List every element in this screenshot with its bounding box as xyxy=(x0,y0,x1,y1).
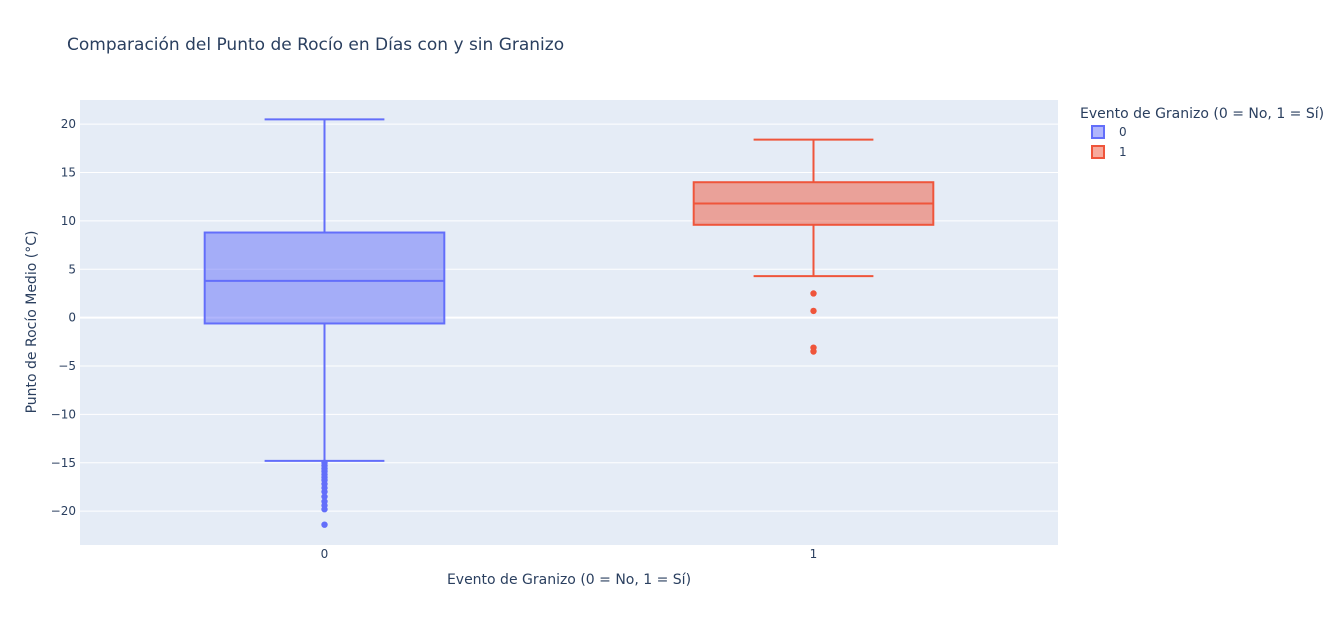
y-tick-label: −20 xyxy=(51,504,76,518)
outlier-point xyxy=(810,290,817,297)
box-iqr xyxy=(203,231,446,325)
y-axis-ticks: 20 15 10 5 0 −5 −10 −15 −20 xyxy=(51,117,76,518)
x-tick-label: 1 xyxy=(810,547,818,561)
y-tick-label: −5 xyxy=(58,359,76,373)
outlier-point xyxy=(321,488,328,495)
legend-swatch xyxy=(1091,125,1105,139)
outlier-point xyxy=(810,348,817,355)
outlier-point xyxy=(321,506,328,513)
legend-label: 1 xyxy=(1119,145,1127,159)
legend-item-0: 0 xyxy=(1091,125,1127,139)
legend-title: Evento de Granizo (0 = No, 1 = Sí) xyxy=(1080,106,1324,122)
y-tick-label: 10 xyxy=(61,214,76,228)
box-trace-1 xyxy=(692,138,935,355)
legend-label: 0 xyxy=(1119,125,1127,139)
outlier-point xyxy=(321,521,328,528)
y-tick-label: 20 xyxy=(61,117,76,131)
outlier-point xyxy=(810,307,817,315)
x-axis-title: Evento de Granizo (0 = No, 1 = Sí) xyxy=(447,572,691,588)
outlier-point xyxy=(321,493,328,500)
box-trace-0 xyxy=(203,118,446,528)
legend: Evento de Granizo (0 = No, 1 = Sí) 0 1 xyxy=(1080,106,1324,159)
y-tick-label: 0 xyxy=(68,311,76,325)
chart-title: Comparación del Punto de Rocío en Días c… xyxy=(67,35,564,55)
y-axis-title: Punto de Rocío Medio (°C) xyxy=(24,231,40,414)
box-traces xyxy=(203,118,935,528)
x-tick-label: 0 xyxy=(321,547,329,561)
legend-swatch xyxy=(1091,145,1105,159)
y-tick-label: −10 xyxy=(51,407,76,421)
y-tick-label: 5 xyxy=(68,262,76,276)
y-tick-label: −15 xyxy=(51,456,76,470)
y-tick-label: 15 xyxy=(61,166,76,180)
legend-item-1: 1 xyxy=(1091,145,1127,159)
